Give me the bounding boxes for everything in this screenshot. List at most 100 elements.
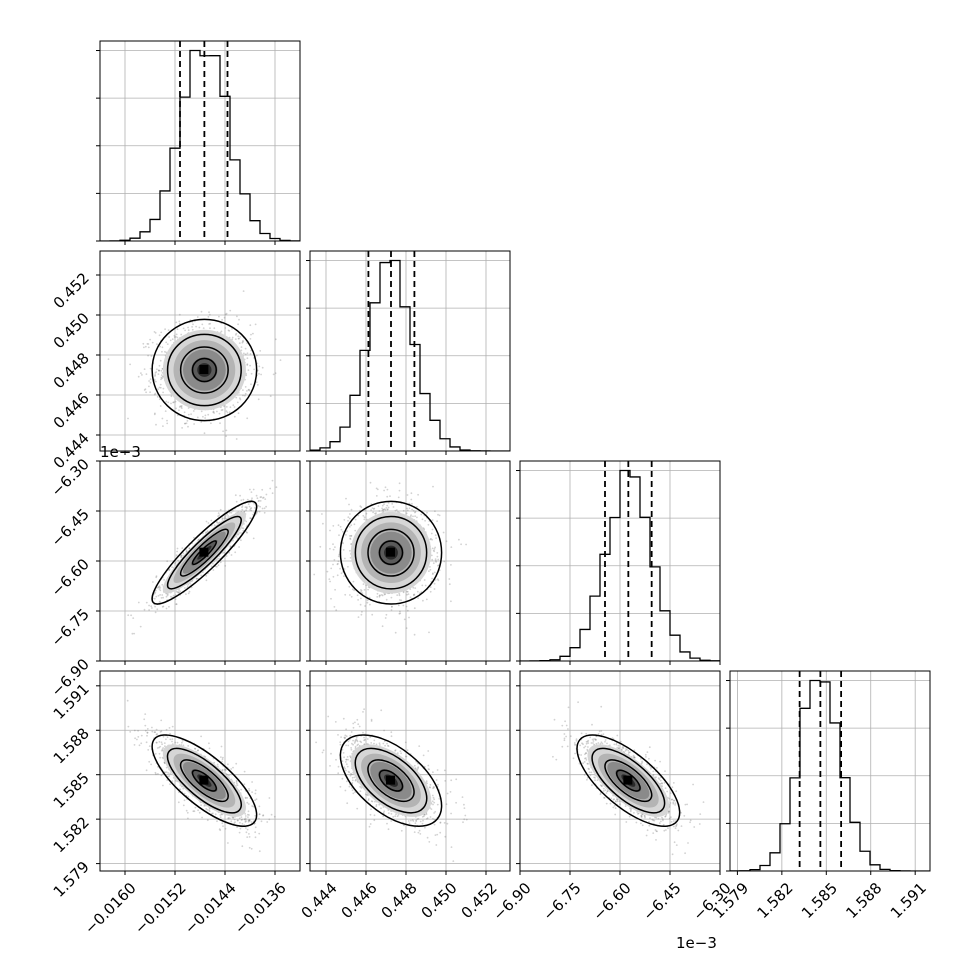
scatter-point bbox=[239, 494, 242, 497]
scatter-point bbox=[227, 515, 230, 517]
scatter-point bbox=[252, 513, 255, 516]
scatter-point bbox=[157, 373, 160, 375]
scatter-point bbox=[224, 313, 227, 316]
scatter-point bbox=[150, 763, 153, 766]
scatter-point bbox=[178, 589, 180, 591]
scatter-point bbox=[249, 364, 252, 367]
scatter-point bbox=[383, 593, 386, 596]
scatter-point bbox=[151, 341, 154, 344]
panel-frame bbox=[99, 250, 301, 452]
scatter-point bbox=[378, 595, 381, 598]
scatter-point bbox=[249, 517, 252, 520]
scatter-point bbox=[246, 801, 249, 804]
hist-panel-0 bbox=[96, 40, 301, 245]
scatter-point bbox=[326, 570, 329, 573]
scatter-point bbox=[154, 611, 157, 614]
scatter-point bbox=[217, 557, 220, 560]
scatter-point bbox=[225, 555, 228, 557]
scatter-point bbox=[265, 493, 268, 496]
scatter-point bbox=[235, 438, 238, 440]
scatter-point bbox=[230, 511, 233, 514]
scatter-point bbox=[154, 332, 157, 334]
scatter-point bbox=[158, 585, 161, 588]
scatter-point bbox=[437, 513, 439, 516]
scatter-point bbox=[218, 514, 221, 516]
scatter-point bbox=[237, 335, 240, 338]
scatter-point bbox=[183, 799, 186, 802]
scatter-point bbox=[242, 529, 245, 532]
scatter-point bbox=[357, 616, 360, 618]
scatter-point bbox=[269, 487, 272, 490]
grid-lines bbox=[100, 41, 300, 241]
scatter-point bbox=[234, 494, 237, 497]
scatter-point bbox=[155, 423, 157, 426]
scatter-point bbox=[254, 792, 257, 795]
scatter-point bbox=[246, 390, 248, 392]
scatter-point bbox=[161, 346, 164, 349]
scatter-point bbox=[274, 338, 277, 341]
scatter-point bbox=[153, 393, 156, 396]
scatter-point bbox=[160, 369, 163, 372]
histogram-step bbox=[520, 469, 720, 661]
scatter-point bbox=[248, 836, 251, 838]
scatter-point bbox=[351, 588, 354, 591]
scatter-point bbox=[167, 772, 170, 774]
scatter-point bbox=[241, 505, 244, 507]
scatter-point bbox=[374, 512, 376, 515]
scatter-point bbox=[458, 538, 460, 541]
scatter-point bbox=[330, 597, 332, 600]
scatter-point bbox=[141, 374, 143, 376]
scatter-point bbox=[185, 593, 187, 595]
density-panel-2-0 bbox=[96, 460, 301, 665]
scatter-point bbox=[432, 572, 434, 575]
scatter-point bbox=[137, 375, 140, 378]
density-panel-2-1 bbox=[306, 460, 511, 665]
scatter-point bbox=[215, 565, 218, 568]
scatter-point bbox=[185, 422, 188, 425]
scatter-point bbox=[257, 500, 260, 502]
scatter-point bbox=[219, 508, 222, 511]
scatter-point bbox=[249, 324, 252, 327]
scatter-point bbox=[370, 509, 372, 511]
scatter-point bbox=[220, 330, 223, 333]
scatter-point bbox=[243, 824, 246, 826]
scatter-point bbox=[343, 568, 346, 570]
scatter-point bbox=[173, 336, 176, 339]
scatter-point bbox=[213, 327, 216, 330]
scatter-point bbox=[181, 427, 184, 429]
scatter-point bbox=[269, 395, 272, 397]
scatter-point bbox=[333, 559, 336, 561]
scatter-point bbox=[249, 338, 252, 340]
scatter-point bbox=[243, 818, 246, 821]
scatter-point bbox=[384, 617, 387, 619]
scatter-point bbox=[157, 369, 160, 372]
scatter-point bbox=[258, 510, 261, 513]
scatter-point bbox=[248, 505, 251, 508]
scatter-point bbox=[159, 731, 162, 733]
scatter-point bbox=[208, 313, 211, 316]
scatter-point bbox=[212, 569, 215, 571]
scatter-point bbox=[233, 406, 236, 408]
scatter-point bbox=[220, 409, 223, 411]
scatter-point bbox=[364, 605, 366, 607]
scatter-point bbox=[381, 507, 383, 510]
scatter-point bbox=[159, 386, 162, 389]
scatter-point bbox=[129, 363, 132, 366]
scatter-point bbox=[409, 596, 412, 599]
scatter-point bbox=[147, 354, 150, 357]
scatter-point bbox=[160, 376, 163, 379]
scatter-point bbox=[431, 547, 434, 550]
scatter-point bbox=[235, 762, 238, 765]
scatter-point bbox=[160, 741, 163, 744]
scatter-point bbox=[246, 357, 249, 360]
scatter-point bbox=[182, 787, 185, 790]
scatter-point bbox=[263, 507, 266, 510]
scatter-point bbox=[171, 566, 174, 568]
scatter-point bbox=[423, 579, 426, 581]
scatter-point bbox=[174, 598, 177, 601]
scatter-point bbox=[154, 589, 157, 592]
scatter-point bbox=[334, 546, 336, 548]
scatter-point bbox=[208, 747, 211, 750]
scatter-point bbox=[247, 816, 249, 818]
scatter-point bbox=[436, 578, 439, 581]
